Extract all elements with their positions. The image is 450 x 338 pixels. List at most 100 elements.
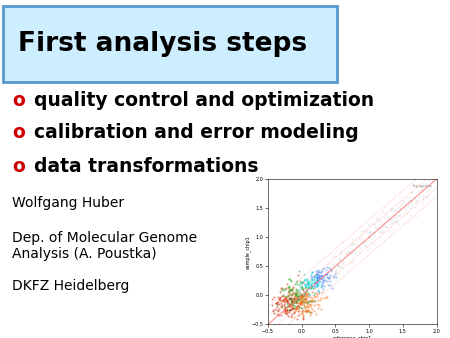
Point bbox=[285, 277, 292, 282]
Point bbox=[313, 281, 320, 286]
Point bbox=[317, 276, 324, 281]
Point bbox=[324, 283, 331, 288]
Point bbox=[301, 303, 308, 308]
Point bbox=[299, 299, 306, 304]
Point bbox=[345, 250, 352, 255]
Point bbox=[366, 240, 373, 245]
Point bbox=[304, 280, 311, 286]
Point bbox=[390, 208, 397, 213]
Point bbox=[426, 193, 433, 198]
Point bbox=[381, 228, 388, 234]
Point bbox=[298, 284, 305, 290]
Point bbox=[337, 256, 344, 262]
Point bbox=[302, 281, 309, 287]
Y-axis label: sample_chip1: sample_chip1 bbox=[245, 235, 250, 269]
Point bbox=[402, 207, 410, 213]
Point bbox=[282, 287, 289, 292]
Point bbox=[325, 274, 333, 280]
Point bbox=[350, 256, 357, 261]
Point bbox=[372, 216, 379, 221]
Point bbox=[418, 200, 425, 206]
Point bbox=[301, 298, 308, 304]
Text: o: o bbox=[12, 91, 25, 110]
Point bbox=[326, 278, 333, 284]
Point bbox=[297, 292, 304, 298]
Point bbox=[407, 184, 414, 189]
Point bbox=[375, 230, 382, 235]
Point bbox=[377, 230, 384, 235]
Point bbox=[292, 300, 300, 305]
Point bbox=[308, 299, 315, 304]
Point bbox=[304, 301, 311, 306]
Point bbox=[284, 299, 292, 304]
Point bbox=[315, 291, 323, 296]
Point bbox=[269, 308, 276, 313]
Point bbox=[364, 247, 371, 253]
Point bbox=[298, 281, 306, 286]
Point bbox=[298, 295, 305, 301]
Point bbox=[305, 309, 312, 314]
Point bbox=[336, 271, 343, 276]
Point bbox=[304, 293, 311, 298]
Point bbox=[333, 269, 340, 275]
Point bbox=[378, 219, 385, 224]
Point bbox=[293, 289, 301, 294]
Point bbox=[276, 289, 284, 295]
Point bbox=[305, 301, 312, 307]
Point bbox=[288, 298, 295, 303]
Point bbox=[414, 185, 421, 190]
Point bbox=[305, 303, 312, 309]
Point bbox=[302, 304, 309, 309]
Point bbox=[324, 269, 332, 274]
Point bbox=[297, 301, 304, 307]
Point bbox=[296, 308, 303, 314]
Point bbox=[305, 282, 312, 287]
Point bbox=[287, 286, 294, 292]
Point bbox=[287, 288, 294, 293]
Point bbox=[399, 199, 406, 204]
Point bbox=[420, 193, 427, 198]
Point bbox=[385, 228, 392, 234]
Point bbox=[312, 271, 319, 277]
Point bbox=[283, 304, 290, 310]
Point bbox=[362, 245, 369, 250]
Point bbox=[306, 284, 313, 289]
Point bbox=[301, 292, 308, 298]
Point bbox=[297, 305, 304, 311]
Point bbox=[315, 275, 323, 281]
Point bbox=[287, 295, 294, 300]
Point bbox=[278, 285, 285, 291]
Point bbox=[419, 185, 426, 191]
Point bbox=[279, 304, 286, 310]
Point bbox=[313, 274, 320, 280]
Point bbox=[327, 266, 334, 272]
Point bbox=[294, 317, 301, 322]
Point bbox=[302, 292, 310, 297]
Point bbox=[290, 311, 297, 316]
Point bbox=[364, 238, 371, 243]
Point bbox=[286, 295, 293, 301]
Point bbox=[311, 292, 318, 298]
Point bbox=[288, 299, 295, 304]
Point bbox=[282, 297, 289, 303]
Point bbox=[302, 291, 309, 296]
Point bbox=[356, 249, 363, 255]
Point bbox=[306, 293, 313, 298]
Point bbox=[284, 307, 291, 312]
Point bbox=[288, 297, 296, 303]
Point bbox=[392, 212, 400, 218]
Point bbox=[293, 290, 301, 295]
Point bbox=[426, 175, 433, 181]
Point bbox=[320, 278, 327, 283]
Point bbox=[299, 293, 306, 299]
Point bbox=[296, 296, 303, 301]
Point bbox=[400, 211, 407, 217]
Point bbox=[295, 303, 302, 309]
Point bbox=[286, 304, 293, 309]
Point bbox=[269, 309, 276, 314]
Point bbox=[423, 184, 430, 190]
Point bbox=[313, 272, 320, 277]
Point bbox=[297, 284, 305, 289]
Point bbox=[402, 196, 410, 202]
Point bbox=[307, 309, 315, 315]
